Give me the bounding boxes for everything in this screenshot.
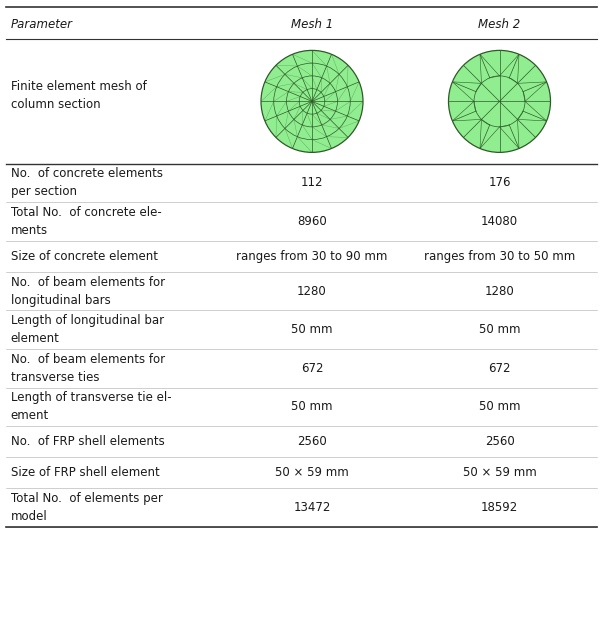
Text: No.  of beam elements for
longitudinal bars: No. of beam elements for longitudinal ba… (11, 276, 165, 307)
Text: 2560: 2560 (485, 435, 514, 448)
Text: Length of transverse tie el-
ement: Length of transverse tie el- ement (11, 391, 172, 422)
Text: 50 × 59 mm: 50 × 59 mm (463, 466, 536, 479)
Text: 50 mm: 50 mm (479, 323, 520, 336)
Text: 2560: 2560 (297, 435, 327, 448)
Text: Total No.  of concrete ele-
ments: Total No. of concrete ele- ments (11, 206, 161, 237)
Text: 1280: 1280 (297, 285, 327, 297)
Text: 50 × 59 mm: 50 × 59 mm (275, 466, 349, 479)
Text: Size of FRP shell element: Size of FRP shell element (11, 466, 160, 479)
Text: 13472: 13472 (293, 501, 331, 514)
Text: 50 mm: 50 mm (479, 401, 520, 413)
Text: Size of concrete element: Size of concrete element (11, 250, 158, 262)
Text: 14080: 14080 (481, 215, 518, 228)
Text: 176: 176 (488, 177, 511, 189)
Text: 672: 672 (488, 362, 511, 374)
Circle shape (449, 50, 551, 152)
Text: Length of longitudinal bar
element: Length of longitudinal bar element (11, 314, 164, 345)
Text: 672: 672 (301, 362, 323, 374)
Circle shape (261, 50, 363, 152)
Text: Total No.  of elements per
model: Total No. of elements per model (11, 492, 163, 523)
Text: 112: 112 (301, 177, 323, 189)
Text: Parameter: Parameter (11, 19, 73, 31)
Text: 1280: 1280 (485, 285, 514, 297)
Text: Mesh 1: Mesh 1 (291, 19, 333, 31)
Text: 8960: 8960 (297, 215, 327, 228)
Text: Finite element mesh of
column section: Finite element mesh of column section (11, 80, 146, 111)
Text: No.  of beam elements for
transverse ties: No. of beam elements for transverse ties (11, 353, 165, 384)
Text: No.  of FRP shell elements: No. of FRP shell elements (11, 435, 164, 448)
Text: 50 mm: 50 mm (291, 401, 333, 413)
Text: No.  of concrete elements
per section: No. of concrete elements per section (11, 167, 163, 198)
Text: 50 mm: 50 mm (291, 323, 333, 336)
Text: ranges from 30 to 90 mm: ranges from 30 to 90 mm (236, 250, 388, 262)
Text: ranges from 30 to 50 mm: ranges from 30 to 50 mm (424, 250, 575, 262)
Text: 18592: 18592 (481, 501, 518, 514)
Text: Mesh 2: Mesh 2 (478, 19, 521, 31)
